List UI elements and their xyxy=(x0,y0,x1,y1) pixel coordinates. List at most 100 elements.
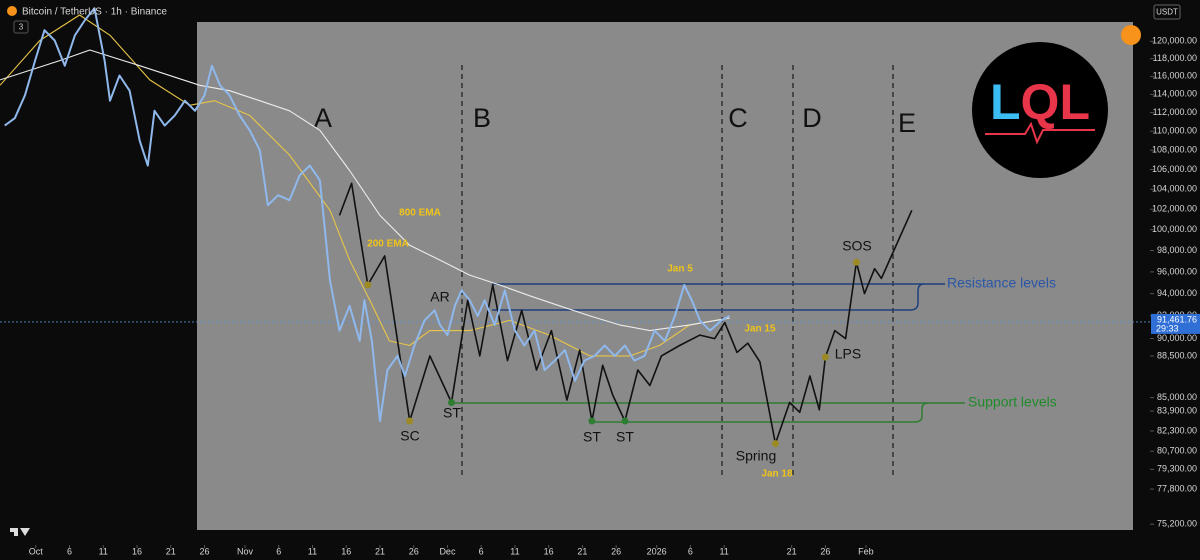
date-label: Jan 15 xyxy=(744,324,776,335)
price-axis xyxy=(1150,0,1200,560)
x-tick-label: 6 xyxy=(276,546,281,556)
logo-circle xyxy=(972,42,1108,178)
phase-label: C xyxy=(728,103,748,133)
series-line xyxy=(0,49,730,332)
logo: LQL xyxy=(990,74,1090,130)
x-tick-label: 16 xyxy=(341,546,351,556)
countdown: 29:33 xyxy=(1156,323,1179,333)
phase-label: D xyxy=(802,103,822,133)
event-dot xyxy=(771,440,779,448)
event-label: SOS xyxy=(842,238,872,254)
event-label: ST xyxy=(616,429,634,445)
x-tick-label: Oct xyxy=(29,546,44,556)
x-tick-label: Nov xyxy=(237,546,254,556)
x-tick-label: 21 xyxy=(577,546,587,556)
series-line xyxy=(4,7,730,422)
event-dot xyxy=(588,417,596,425)
currency[interactable]: USDT xyxy=(1156,8,1178,17)
event-dot xyxy=(621,417,629,425)
event-label: LPS xyxy=(835,346,861,362)
bitcoin-icon xyxy=(1121,25,1141,45)
event-dot xyxy=(364,281,372,289)
series-label: 800 EMA xyxy=(399,208,441,219)
y-tick-label: 102,000.00 xyxy=(1152,204,1197,214)
x-tick-label: 6 xyxy=(688,546,693,556)
support-bracket xyxy=(914,402,929,423)
plot: A B C D E Resistance levels Support levels 800 … xyxy=(0,7,1150,480)
y-tick-label: 104,000.00 xyxy=(1152,184,1197,194)
y-tick-label: 116,000.00 xyxy=(1153,71,1197,81)
x-tick-label: 21 xyxy=(375,546,385,556)
logo-letter: L xyxy=(990,74,1021,130)
last-price-label: 91,461.76 xyxy=(1157,314,1197,324)
series-label: 200 EMA xyxy=(367,239,409,250)
date-label: Jan 5 xyxy=(667,264,693,275)
y-tick-label: 80,700.00 xyxy=(1157,446,1197,456)
y-tick-label: 79,300.00 xyxy=(1157,464,1197,474)
y-tick-label: 75,200.00 xyxy=(1157,519,1197,529)
indicator-box[interactable] xyxy=(13,20,29,34)
y-tick-label: 112,000.00 xyxy=(1153,107,1197,117)
tv-logo xyxy=(10,528,30,536)
x-tick-label: 6 xyxy=(67,546,72,556)
phase-label: A xyxy=(314,103,332,133)
y-tick-label: 94,000.00 xyxy=(1157,288,1197,298)
y-tick-label: 108,000.00 xyxy=(1152,145,1197,155)
level-label: Resistance levels xyxy=(947,275,1056,291)
y-tick-label: 77,800.00 xyxy=(1157,483,1197,493)
y-tick-label: 110,000.00 xyxy=(1153,126,1197,136)
time-axis xyxy=(0,545,1150,560)
event-dot xyxy=(852,258,860,266)
y-tick-label: 88,500.00 xyxy=(1157,350,1197,360)
currency-box[interactable] xyxy=(1153,4,1181,20)
logo-letter: Q xyxy=(1021,74,1060,130)
y-tick-label: 90,000.00 xyxy=(1157,333,1197,343)
x-tick-label: 11 xyxy=(308,546,317,556)
phase-label: B xyxy=(473,103,491,133)
x-tick-label: 16 xyxy=(544,546,554,556)
x-tick-label: Dec xyxy=(439,546,456,556)
event-label: Spring xyxy=(736,448,776,464)
coin-icon xyxy=(7,6,17,16)
x-tick-label: 11 xyxy=(719,546,728,556)
chart-title: Bitcoin / TetherUS · 1h · Binance xyxy=(22,7,167,18)
x-tick-label: 11 xyxy=(99,546,108,556)
indicator-count[interactable]: 3 xyxy=(19,23,24,32)
x-tick-label: 26 xyxy=(611,546,621,556)
event-label: AR xyxy=(430,289,449,305)
y-tick-label: 120,000.00 xyxy=(1152,36,1197,46)
y-tick-label: 118,000.00 xyxy=(1153,53,1197,63)
y-tick-label: 96,000.00 xyxy=(1157,266,1197,276)
resistance-bracket xyxy=(909,283,925,311)
logo-letter: L xyxy=(1059,74,1090,130)
last-price-tag xyxy=(1151,313,1200,334)
y-tick-label: 114,000.00 xyxy=(1153,89,1197,99)
event-label: SC xyxy=(400,428,419,444)
event-dot xyxy=(821,353,829,361)
event-label: ST xyxy=(443,405,461,421)
event-dot xyxy=(406,417,414,425)
x-tick-label: 26 xyxy=(409,546,419,556)
phase-label: E xyxy=(898,108,916,138)
y-tick-label: 100,000.00 xyxy=(1152,224,1197,234)
x-tick-label: 2026 xyxy=(647,546,667,556)
level-label: Support levels xyxy=(968,394,1057,410)
x-tick-label: 21 xyxy=(166,546,176,556)
y-tick-label: 85,000.00 xyxy=(1157,392,1197,402)
x-tick-label: 11 xyxy=(510,546,519,556)
x-tick-label: 26 xyxy=(199,546,209,556)
event-dot xyxy=(447,398,455,406)
y-tick-label: 98,000.00 xyxy=(1157,245,1197,255)
x-tick-label: 26 xyxy=(820,546,830,556)
x-tick-label: 21 xyxy=(787,546,797,556)
event-label: ST xyxy=(583,429,601,445)
x-tick-label: 16 xyxy=(132,546,142,556)
axes: 120,000.00 118,000.00 116,000.00 114,000.00… xyxy=(29,36,1200,556)
y-tick-label: 106,000.00 xyxy=(1152,164,1197,174)
y-tick-label: 83,900.00 xyxy=(1157,405,1197,415)
x-tick-label: 6 xyxy=(479,546,484,556)
logo-pulse xyxy=(985,121,1095,145)
y-tick-label: 82,300.00 xyxy=(1157,425,1197,435)
x-tick-label: Feb xyxy=(858,546,874,556)
